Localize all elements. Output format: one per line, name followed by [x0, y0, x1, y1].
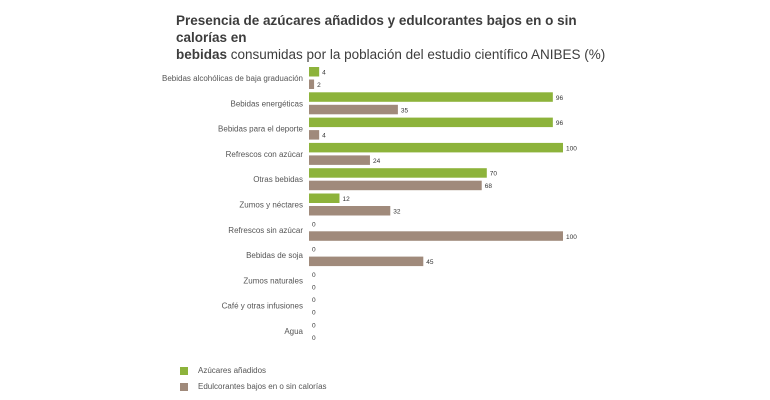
data-label: 0 [312, 297, 316, 304]
chart-title: Presencia de azúcares añadidos y edulcor… [176, 12, 606, 63]
data-label: 45 [426, 259, 434, 266]
data-label: 0 [312, 335, 316, 342]
data-label: 0 [312, 221, 316, 228]
data-label: 68 [485, 183, 493, 190]
data-label: 70 [490, 171, 498, 178]
data-label: 100 [566, 234, 577, 241]
legend-item-added-sugar: Azúcares añadidos [180, 363, 327, 378]
bar-sweeteners [309, 155, 370, 165]
data-label: 0 [312, 247, 316, 254]
title-bold-word: bebidas [176, 47, 228, 62]
bar-added-sugar [309, 142, 563, 153]
bar-added-sugar [309, 193, 340, 203]
category-label: Bebidas alcohólicas de baja graduación [162, 74, 303, 83]
category-label: Café y otras infusiones [222, 302, 303, 311]
data-label: 12 [342, 196, 350, 203]
bar-sweeteners [309, 180, 482, 191]
legend-item-sweeteners: Edulcorantes bajos en o sin calorías [180, 379, 327, 394]
legend-label-sweeteners: Edulcorantes bajos en o sin calorías [198, 382, 327, 391]
category-label: Otras bebidas [253, 175, 303, 184]
data-label: 0 [312, 310, 316, 317]
bar-sweeteners [309, 79, 315, 89]
category-label: Bebidas de soja [246, 251, 303, 260]
data-label: 0 [312, 323, 316, 330]
data-label: 96 [556, 95, 564, 102]
data-label: 24 [373, 158, 381, 165]
category-label: Bebidas para el deporte [218, 125, 304, 134]
category-label: Zumos y néctares [239, 201, 303, 210]
bar-added-sugar [309, 92, 553, 102]
category-label: Refrescos sin azúcar [228, 226, 303, 235]
data-label: 0 [312, 272, 316, 279]
bar-added-sugar [309, 168, 487, 178]
data-label: 4 [322, 70, 326, 77]
bar-added-sugar [309, 117, 553, 128]
legend-swatch-added-sugar [180, 366, 188, 375]
data-label: 100 [566, 145, 577, 152]
category-label: Zumos naturales [243, 276, 303, 285]
data-label: 0 [312, 284, 316, 291]
bar-sweeteners [309, 256, 424, 267]
bar-sweeteners [309, 130, 320, 140]
data-label: 32 [393, 209, 401, 216]
data-label: 4 [322, 133, 326, 140]
legend: Azúcares añadidos Edulcorantes bajos en … [180, 363, 327, 395]
bar-sweeteners [309, 206, 391, 216]
bar-added-sugar [309, 67, 320, 77]
data-label: 35 [401, 107, 409, 114]
category-label: Refrescos con azúcar [226, 150, 304, 159]
data-label: 96 [556, 120, 564, 127]
category-label: Agua [284, 327, 303, 336]
title-line1: Presencia de azúcares añadidos y edulcor… [176, 13, 577, 45]
title-line2: consumidas por la población del estudio … [227, 47, 606, 62]
category-label: Bebidas energéticas [231, 99, 304, 108]
bar-sweeteners [309, 104, 398, 115]
bar-sweeteners [309, 231, 563, 241]
data-label: 2 [317, 82, 321, 89]
legend-swatch-sweeteners [180, 382, 188, 391]
legend-label-added-sugar: Azúcares añadidos [198, 366, 267, 375]
